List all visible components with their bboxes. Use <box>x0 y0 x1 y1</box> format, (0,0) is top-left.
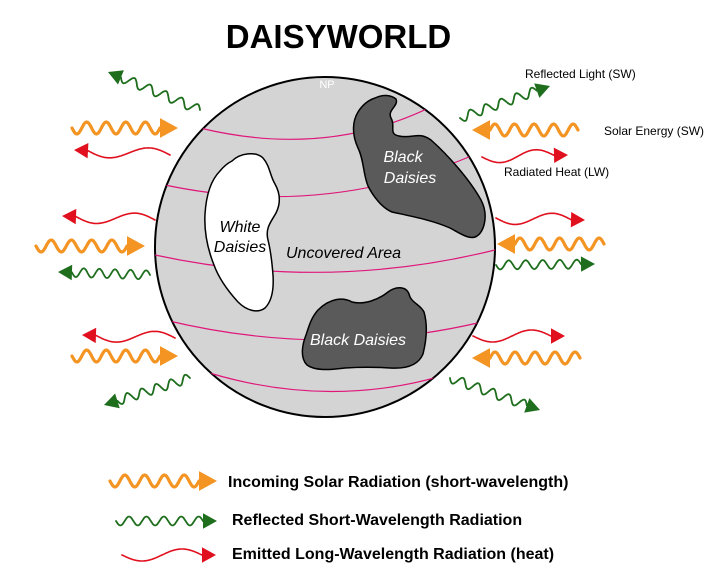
white-daisies-patch <box>204 153 280 312</box>
reflected-sw-arrow-head <box>104 393 120 409</box>
incoming-solar-arrow-wave <box>70 348 162 364</box>
reflected-light-label: Reflected Light (SW) <box>525 67 636 81</box>
emitted-lw-arrow-head <box>82 327 97 344</box>
incoming-solar-arrow-wave <box>488 122 580 138</box>
emitted-lw-arrow-wave <box>75 212 156 225</box>
reflected-sw-arrow-head <box>108 70 124 85</box>
white-daisies-label-line2: Daisies <box>214 239 266 256</box>
reflected-sw-arrow-wave <box>71 267 151 281</box>
incoming-solar-arrow-head <box>160 346 178 366</box>
radiation-arrows <box>34 70 606 563</box>
uncovered-area-label: Uncovered Area <box>286 245 401 262</box>
incoming-solar-arrow-wave <box>34 238 129 254</box>
reflected-sw-arrow-wave <box>116 373 191 405</box>
incoming-solar-arrow-wave <box>70 120 162 136</box>
emitted-lw-arrow-head <box>62 208 77 225</box>
emitted-lw-arrow-head <box>551 328 565 344</box>
north-pole-label: NP <box>319 79 334 91</box>
solar-energy-label: Solar Energy (SW) <box>604 124 704 138</box>
incoming-solar-arrow-head <box>472 120 490 140</box>
latitude-line <box>155 249 495 273</box>
legend-incoming-label: Incoming Solar Radiation (short-waveleng… <box>228 474 569 491</box>
reflected-sw-arrow-wave <box>115 515 204 527</box>
legend-emitted-label: Emitted Long-Wavelength Radiation (heat) <box>232 546 555 563</box>
incoming-solar-arrow-head <box>472 348 490 368</box>
emitted-lw-arrow-head <box>202 547 216 563</box>
emitted-lw-arrow-head <box>553 147 568 163</box>
reflected-sw-arrow-wave <box>459 86 538 122</box>
latitude-line <box>199 369 456 393</box>
black-daisies-top-patch <box>352 94 486 239</box>
reflected-sw-arrow-head <box>524 398 540 413</box>
white-daisies-label-line1: White <box>220 219 261 236</box>
black-daisies-bottom-patch <box>301 287 427 371</box>
reflected-sw-arrow-wave <box>120 76 201 111</box>
emitted-lw-arrow-wave <box>481 148 555 164</box>
radiated-heat-label: Radiated Heat (LW) <box>504 165 609 179</box>
black-daisies-top-label-line1: Black <box>383 149 423 166</box>
emitted-lw-arrow-head <box>570 212 585 228</box>
incoming-solar-arrow-wave <box>108 473 201 489</box>
reflected-sw-arrow-head <box>58 264 73 281</box>
reflected-sw-arrow-head <box>580 256 595 272</box>
incoming-solar-arrow-head <box>497 234 515 254</box>
emitted-lw-arrow-head <box>74 143 89 159</box>
reflected-sw-arrow-wave <box>449 376 528 407</box>
reflected-sw-arrow-head <box>203 513 217 529</box>
diagram-title: DAISYWORLD <box>225 18 452 55</box>
black-daisies-top-label-line2: Daisies <box>384 170 436 187</box>
emitted-lw-arrow-wave <box>472 329 552 343</box>
legend-reflected-label: Reflected Short-Wavelength Radiation <box>232 512 523 529</box>
incoming-solar-arrow-head <box>199 471 217 491</box>
emitted-lw-arrow-wave <box>495 212 572 226</box>
emitted-lw-arrow-wave <box>95 330 176 343</box>
emitted-lw-arrow-wave <box>121 548 203 562</box>
emitted-lw-arrow-wave <box>87 147 171 159</box>
incoming-solar-arrow-wave <box>513 236 606 252</box>
incoming-solar-arrow-wave <box>488 350 582 366</box>
reflected-sw-arrow-head <box>534 83 550 98</box>
reflected-sw-arrow-wave <box>495 258 582 271</box>
black-daisies-bottom-label: Black Daisies <box>310 332 406 349</box>
incoming-solar-arrow-head <box>160 118 178 138</box>
incoming-solar-arrow-head <box>127 236 145 256</box>
